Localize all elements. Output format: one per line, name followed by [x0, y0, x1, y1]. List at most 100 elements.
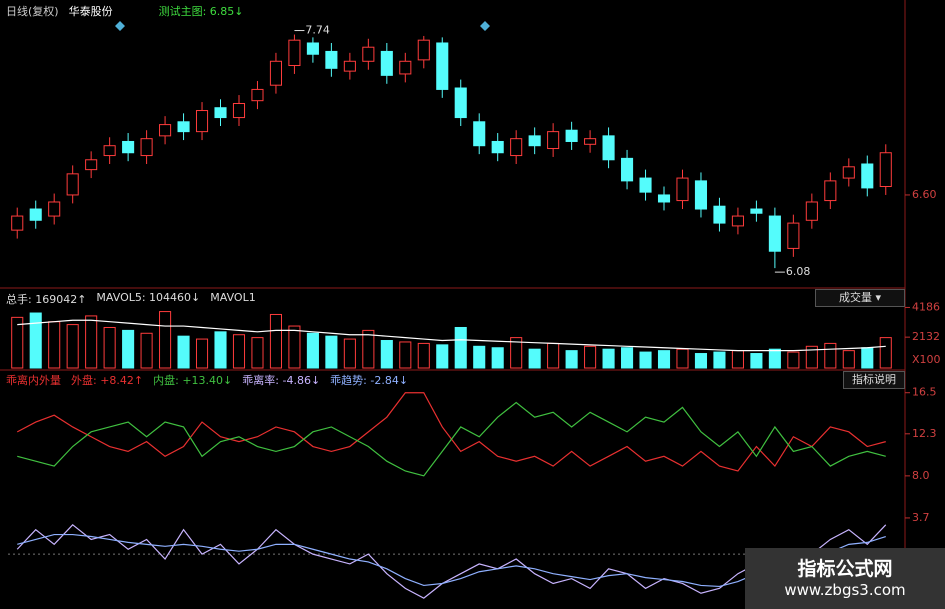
candle-body	[621, 157, 634, 182]
candle-body	[306, 42, 319, 55]
candle-body	[547, 131, 560, 150]
volume-bar	[288, 325, 301, 369]
series-line	[17, 533, 886, 588]
candle-body	[491, 140, 504, 154]
volume-bar	[510, 337, 523, 369]
candle-body	[269, 60, 282, 86]
candle-body	[11, 215, 24, 231]
candle-body	[842, 166, 855, 179]
legend-item: 乖趋势: -2.84↓	[330, 374, 409, 387]
volume-bar	[436, 344, 449, 369]
volume-bar	[380, 340, 393, 369]
volume-bar	[251, 337, 264, 369]
volume-bar	[325, 335, 338, 369]
volume-bar	[454, 326, 467, 369]
legend-item: 乖离率: -4.86↓	[242, 374, 321, 387]
volume-bar	[159, 311, 172, 369]
volume-bar	[805, 345, 818, 369]
volume-bar	[29, 312, 42, 369]
legend-item: 总手: 169042↑	[6, 293, 87, 306]
volume-bar	[657, 350, 671, 369]
volume-header: 总手: 169042↑ MAVOL5: 104460↓ MAVOL1	[6, 291, 256, 307]
candle-body	[436, 42, 449, 90]
volume-bar	[750, 353, 763, 369]
volume-bar	[214, 331, 227, 369]
candle-body	[861, 163, 874, 189]
candle-body	[85, 159, 98, 171]
candle-body	[417, 39, 430, 61]
volume-bar	[547, 342, 560, 369]
legend-item: MAVOL5: 104460↓	[96, 291, 201, 304]
y-tick-label: 16.5	[912, 386, 937, 399]
candle-body	[399, 60, 412, 75]
volume-bar	[621, 347, 634, 369]
marker-diamond	[115, 21, 490, 31]
stock-name: 华泰股份	[68, 5, 113, 18]
y-tick-label: 12.3	[912, 427, 937, 440]
volume-bar	[195, 338, 209, 369]
candle-body	[473, 121, 486, 147]
volume-bar	[491, 347, 504, 369]
extreme-label: 7.74	[305, 24, 330, 37]
volume-bar	[787, 351, 800, 369]
volume-bar	[103, 326, 116, 369]
volume-bar	[140, 332, 153, 369]
button-label: 成交量	[838, 291, 872, 304]
volume-bar	[676, 348, 689, 369]
volume-bar	[565, 350, 578, 369]
candle-body	[805, 201, 818, 221]
candle-body	[879, 152, 892, 188]
y-tick-label: 4186	[912, 300, 940, 313]
volume-bar	[417, 342, 430, 369]
candle-body	[122, 140, 135, 154]
volume-button[interactable]: 成交量 ▾	[815, 289, 905, 307]
volume-bar	[602, 348, 615, 369]
candle-body	[343, 60, 356, 72]
volume-bar	[861, 347, 874, 369]
series-line	[17, 401, 886, 477]
candle-body	[824, 180, 837, 202]
volume-bar	[842, 350, 855, 369]
volume-bar	[713, 351, 726, 369]
candle-body	[288, 39, 301, 67]
period: 日线(复权)	[6, 5, 59, 18]
candle-body	[159, 124, 172, 137]
legend-item: 内盘: +13.40↓	[153, 374, 233, 387]
volume-bar	[694, 353, 708, 369]
candle-body	[29, 208, 42, 221]
volume-bar	[768, 348, 781, 369]
volume-bar	[824, 342, 837, 369]
series-line	[16, 523, 887, 599]
watermark-title: 指标公式网	[797, 558, 893, 580]
candle-body	[584, 138, 597, 145]
candle-body	[731, 215, 744, 227]
candle-body	[103, 145, 116, 157]
indicator-help-button[interactable]: 指标说明	[843, 371, 905, 389]
candle-body	[602, 135, 615, 161]
volume-bar	[122, 329, 135, 369]
candle-body	[232, 102, 246, 119]
candle-body	[380, 50, 393, 76]
candle-body	[214, 107, 227, 119]
volume-bar	[362, 329, 375, 369]
candle-body	[565, 129, 578, 142]
candle-body	[195, 110, 209, 133]
indicator-title: 乖离内外量	[6, 374, 61, 387]
volume-bar	[731, 350, 744, 369]
y-tick-label: 2132	[912, 330, 940, 343]
volume-bar	[306, 332, 319, 369]
extreme-label: 6.08	[786, 265, 811, 278]
volume-bar	[879, 337, 892, 369]
main-header: 日线(复权) 华泰股份 测试主图: 6.85↓	[6, 3, 244, 19]
y-tick-label: 3.7	[912, 511, 930, 524]
volume-bar	[269, 313, 282, 369]
watermark-url: www.zbgs3.com	[784, 581, 906, 599]
candle-body	[177, 121, 190, 133]
volume-bar	[177, 335, 190, 369]
candle-body	[140, 138, 153, 157]
candle-body	[713, 205, 726, 224]
candle-body	[454, 87, 467, 119]
candle-body	[787, 222, 800, 249]
